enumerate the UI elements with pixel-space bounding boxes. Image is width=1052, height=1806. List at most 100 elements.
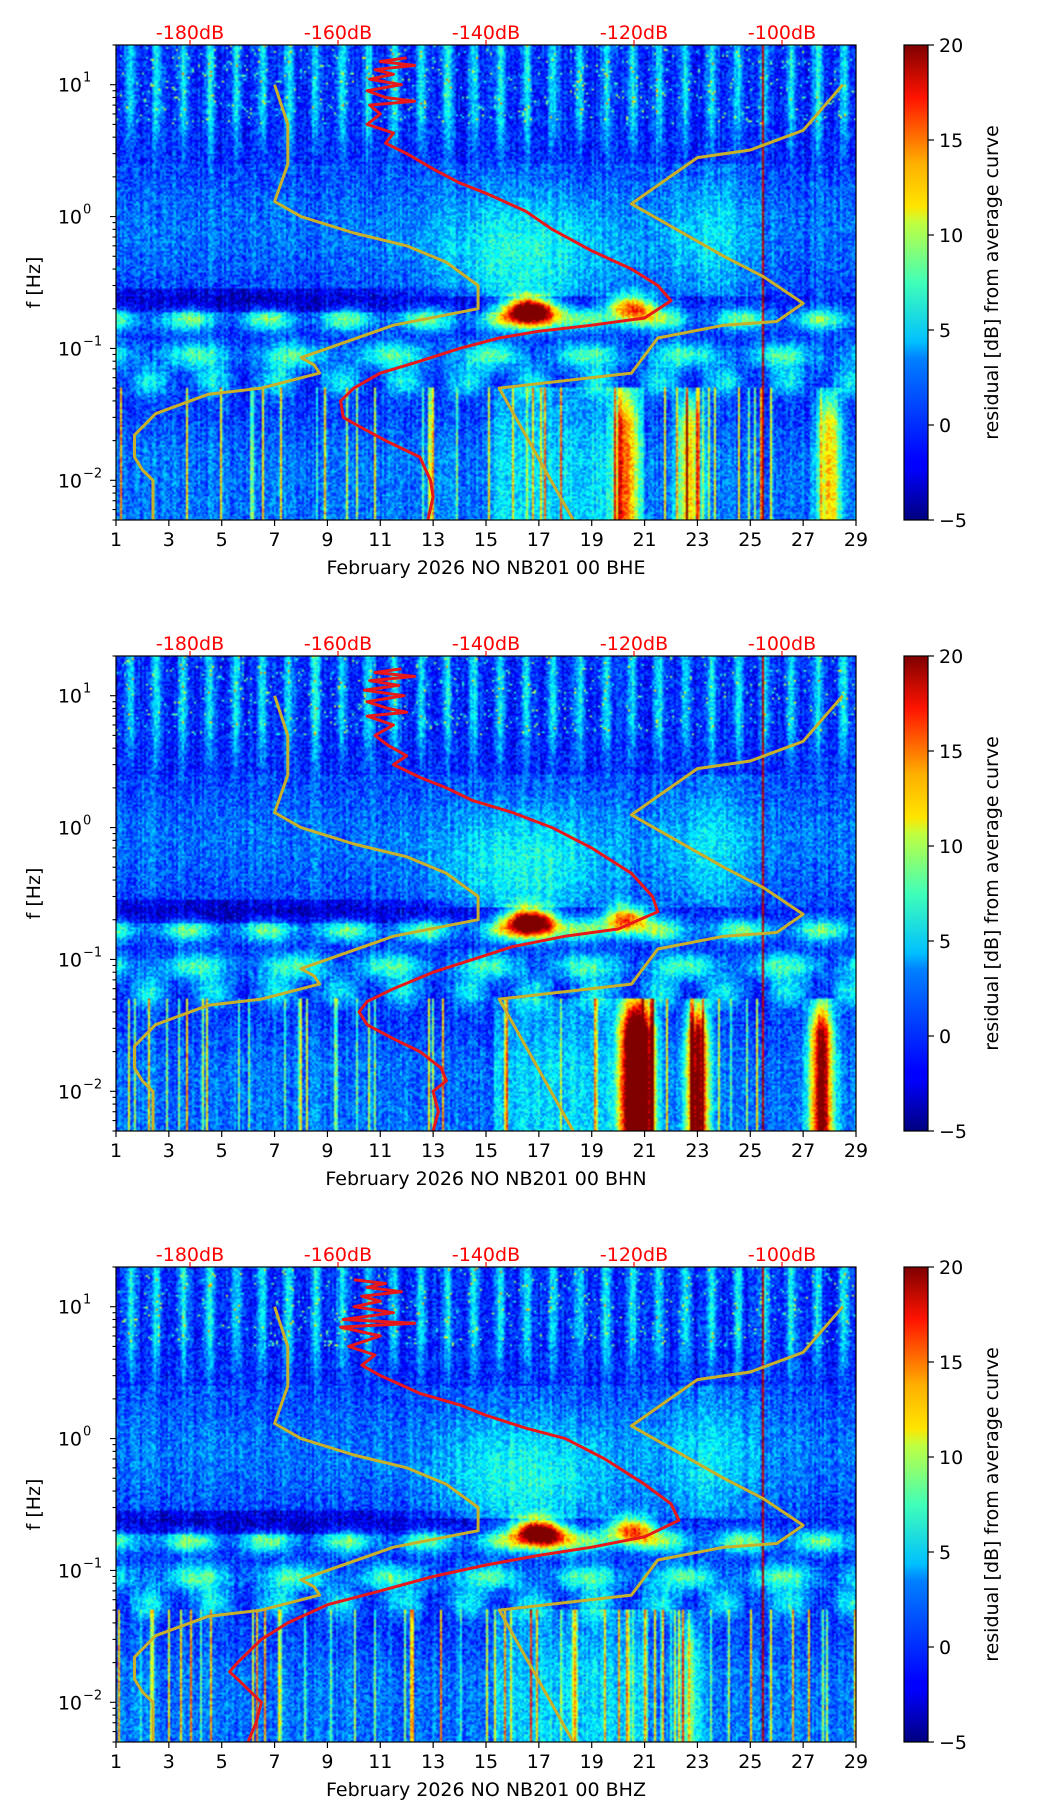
colorbar-label: residual [dB] from average curve (981, 1347, 1003, 1662)
colorbar-gradient (903, 1266, 929, 1743)
x-axis-label: February 2026 NO NB201 00 BHE (327, 557, 646, 579)
x-tick-label: 7 (269, 1751, 281, 1773)
y-tick-exponent: −1 (83, 945, 102, 960)
colorbar-tick-label: 20 (939, 1257, 963, 1279)
db-axis-label: -120dB (600, 22, 668, 44)
db-axis-label: -180dB (156, 633, 224, 655)
x-axis-label: February 2026 NO NB201 00 BHZ (326, 1779, 646, 1801)
y-tick-label: 10 (58, 338, 82, 360)
colorbar: 20 15 10 5 0 −5 residual [dB] from average cur… (903, 646, 1003, 1143)
colorbar-tick-label: 15 (939, 741, 963, 763)
x-tick-label: 7 (269, 529, 281, 551)
spectrogram-heatmap (116, 1267, 856, 1742)
y-tick-exponent: 1 (83, 682, 91, 697)
y-tick-exponent: −2 (83, 466, 102, 481)
spectrogram-heatmap (116, 656, 856, 1131)
y-tick-exponent: −2 (83, 1688, 102, 1703)
y-tick-label: 10 (58, 207, 82, 229)
x-tick-label: 23 (685, 1751, 709, 1773)
x-tick-label: 21 (632, 529, 656, 551)
y-tick-exponent: 1 (83, 1293, 91, 1308)
db-axis-label: -180dB (156, 1244, 224, 1266)
x-tick-label: 15 (474, 1751, 498, 1773)
db-axis-label: -120dB (600, 1244, 668, 1266)
y-tick-label: 10 (58, 1297, 82, 1319)
db-axis-label: -180dB (156, 22, 224, 44)
x-tick-label: 29 (844, 529, 868, 551)
x-tick-label: 17 (527, 1140, 551, 1162)
x-tick-label: 27 (791, 1140, 815, 1162)
noise-model-curve-1 (133, 1306, 480, 1742)
x-tick-label: 5 (216, 1140, 228, 1162)
colorbar-tick-label: −5 (939, 1121, 967, 1143)
db-axis-label: -140dB (452, 22, 520, 44)
noise-model-curve-2 (497, 83, 844, 520)
y-axis-label: f [Hz] (23, 1479, 45, 1531)
colorbar-tick-label: 0 (939, 1026, 951, 1048)
db-axis-label: -120dB (600, 633, 668, 655)
x-tick-label: 9 (321, 1751, 333, 1773)
x-tick-label: 23 (685, 529, 709, 551)
colorbar-label: residual [dB] from average curve (981, 125, 1003, 440)
x-tick-label: 5 (216, 1751, 228, 1773)
x-tick-label: 29 (844, 1751, 868, 1773)
x-tick-label: 19 (580, 1140, 604, 1162)
y-tick-label: 10 (58, 470, 82, 492)
colorbar: 20 15 10 5 0 −5 residual [dB] from average cur… (903, 1257, 1003, 1754)
x-tick-label: 11 (368, 1140, 392, 1162)
y-tick-exponent: −1 (83, 1556, 102, 1571)
x-tick-label: 13 (421, 1140, 445, 1162)
x-tick-label: 13 (421, 529, 445, 551)
x-tick-label: 11 (368, 1751, 392, 1773)
x-tick-label: 13 (421, 1751, 445, 1773)
x-tick-label: 3 (163, 1751, 175, 1773)
noise-model-curve-1 (133, 695, 480, 1131)
colorbar-tick-label: 20 (939, 35, 963, 57)
y-tick-label: 10 (58, 1429, 82, 1451)
y-tick-label: 10 (58, 686, 82, 708)
x-tick-label: 15 (474, 1140, 498, 1162)
y-tick-exponent: −1 (83, 334, 102, 349)
y-tick-exponent: 1 (83, 71, 91, 86)
colorbar-tick-label: 20 (939, 646, 963, 668)
x-tick-label: 25 (738, 1751, 762, 1773)
x-tick-label: 25 (738, 529, 762, 551)
x-tick-label: 21 (632, 1140, 656, 1162)
colorbar-tick-label: 10 (939, 225, 963, 247)
x-tick-label: 3 (163, 1140, 175, 1162)
x-tick-label: 1 (110, 529, 122, 551)
colorbar-tick-label: 0 (939, 1637, 951, 1659)
db-axis-label: -100dB (748, 633, 816, 655)
db-axis-label: -160dB (304, 633, 372, 655)
x-tick-label: 19 (580, 1751, 604, 1773)
spectrogram-heatmap (116, 45, 856, 520)
y-tick-label: 10 (58, 1560, 82, 1582)
x-tick-label: 3 (163, 529, 175, 551)
colorbar-tick-label: 0 (939, 415, 951, 437)
db-axis-label: -140dB (452, 633, 520, 655)
noise-model-curve-1 (133, 84, 480, 520)
y-axis-label: f [Hz] (23, 868, 45, 920)
x-tick-label: 19 (580, 529, 604, 551)
colorbar-tick-label: 15 (939, 130, 963, 152)
x-tick-label: 5 (216, 529, 228, 551)
y-tick-label: 10 (58, 1692, 82, 1714)
x-tick-label: 17 (527, 1751, 551, 1773)
colorbar-gradient (903, 44, 929, 521)
x-tick-label: 23 (685, 1140, 709, 1162)
x-tick-label: 9 (321, 529, 333, 551)
y-tick-label: 10 (58, 949, 82, 971)
y-axis-label: f [Hz] (23, 257, 45, 309)
db-axis-label: -100dB (748, 22, 816, 44)
colorbar-label: residual [dB] from average curve (981, 736, 1003, 1051)
psd-curve (357, 667, 660, 1131)
noise-model-curve-2 (497, 694, 844, 1131)
colorbar-tick-label: 5 (939, 1542, 951, 1564)
db-axis-label: -160dB (304, 22, 372, 44)
psd-curve (339, 56, 673, 520)
y-tick-exponent: 0 (83, 203, 91, 218)
